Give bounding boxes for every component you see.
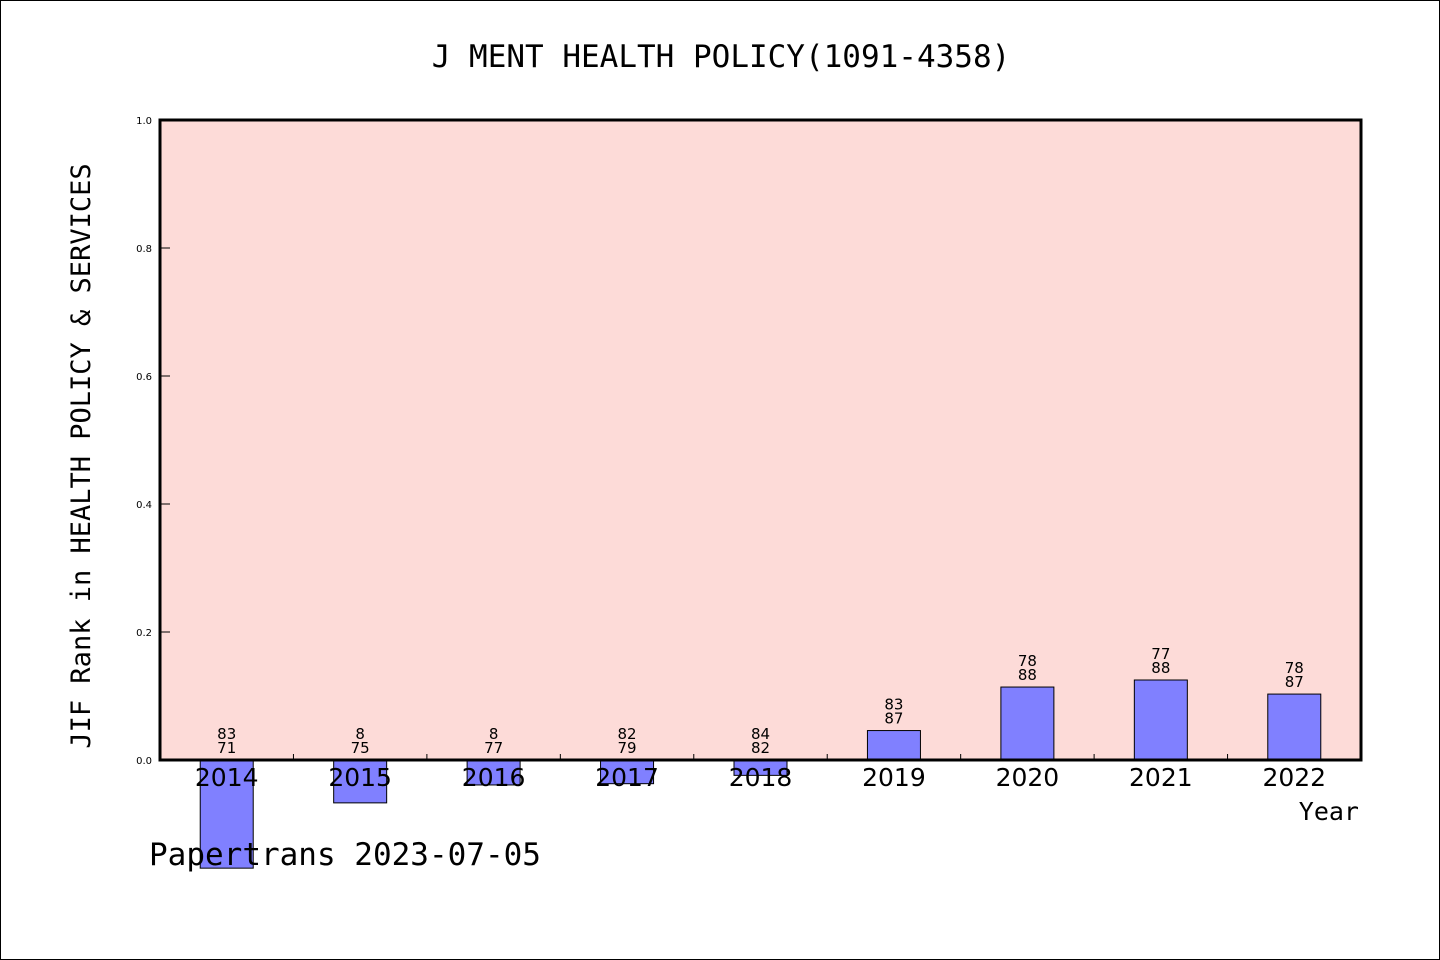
x-tick-label: 2020 (996, 763, 1060, 792)
data-label-bottom: 75 (351, 739, 370, 757)
y-tick-label: 0.6 (136, 372, 152, 383)
data-label-bottom: 77 (484, 739, 503, 757)
x-tick-label: 2018 (729, 763, 793, 792)
x-tick-label: 2019 (862, 763, 926, 792)
y-axis-label: JIF Rank in HEALTH POLICY & SERVICES (66, 163, 97, 748)
data-label-bottom: 87 (884, 710, 903, 728)
data-label-top: 84 (751, 725, 770, 743)
data-label-bottom: 88 (1151, 659, 1170, 677)
y-tick-label: 0.2 (136, 628, 152, 639)
x-tick-label: 2022 (1262, 763, 1326, 792)
data-label-top: 83 (884, 696, 903, 714)
data-label-top: 78 (1018, 652, 1037, 670)
bar (1267, 693, 1322, 761)
plot-border (158, 118, 1363, 762)
bar (866, 730, 921, 761)
y-tick-label: 0.4 (136, 500, 152, 511)
watermark-text: Papertrans 2023-07-05 (149, 837, 541, 873)
bar (333, 759, 388, 804)
data-label-bottom: 79 (618, 739, 637, 757)
data-label-top: 8 (355, 725, 365, 743)
bar (1133, 679, 1188, 761)
data-label-top: 78 (1285, 659, 1304, 677)
data-label-top: 77 (1151, 645, 1170, 663)
x-axis-ticks: 2014 2015 2016 2017 2018 2019 2020 2021 2022 (195, 754, 1326, 792)
bar (1000, 686, 1055, 761)
chart-title: J MENT HEALTH POLICY(1091-4358) (432, 39, 1011, 75)
x-tick-label: 2017 (595, 763, 659, 792)
plot-area (160, 120, 1361, 760)
x-axis-label: Year (1299, 797, 1359, 826)
x-tick-label: 2015 (328, 763, 392, 792)
x-tick-label: 2016 (462, 763, 526, 792)
bars (199, 679, 1322, 869)
data-label-top: 82 (618, 725, 637, 743)
data-label-bottom: 87 (1285, 673, 1304, 691)
y-tick-label: 1.0 (136, 116, 152, 127)
y-tick-label: 0.0 (136, 756, 152, 767)
data-label-top: 8 (489, 725, 499, 743)
data-label-bottom: 88 (1018, 666, 1037, 684)
x-tick-label: 2021 (1129, 763, 1193, 792)
data-label-bottom: 71 (217, 739, 236, 757)
data-label-top: 83 (217, 725, 236, 743)
bar (199, 759, 254, 869)
x-tick-label: 2014 (195, 763, 259, 792)
y-tick-label: 0.8 (136, 244, 152, 255)
data-label-bottom: 82 (751, 739, 770, 757)
